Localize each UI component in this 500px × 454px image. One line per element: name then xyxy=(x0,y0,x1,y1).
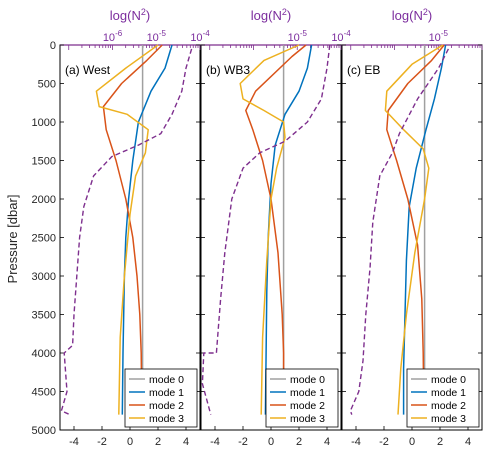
panel-label: (b) WB3 xyxy=(206,63,250,77)
y-tick-label: 2500 xyxy=(32,233,56,245)
top-tick-label: 10-6 xyxy=(103,29,123,44)
mode-1-line xyxy=(121,44,173,415)
top-tick-label: 10-5 xyxy=(147,29,167,44)
top-tick-base: 10 xyxy=(331,32,343,44)
panel-label: (c) EB xyxy=(347,63,380,77)
y-tick-label: 4000 xyxy=(32,348,56,360)
y-tick-label: 1000 xyxy=(32,117,56,129)
x-tick-label: -2 xyxy=(238,436,248,448)
y-tick-label: 3000 xyxy=(32,271,56,283)
top-tick-label: 10-4 xyxy=(331,29,351,44)
top-axis-title: log(N2) xyxy=(110,7,150,23)
y-axis-label: Pressure [dbar] xyxy=(5,195,20,284)
y-tick-label: 500 xyxy=(38,79,56,91)
x-tick-label: 2 xyxy=(155,436,161,448)
x-tick-label: -2 xyxy=(97,436,107,448)
legend-entry: mode 0 xyxy=(431,374,466,386)
legend-entry: mode 3 xyxy=(290,413,325,425)
x-tick-label: 2 xyxy=(296,436,302,448)
top-tick-base: 10 xyxy=(190,32,202,44)
top-axis-title-main: log(N xyxy=(110,8,141,23)
panel-1: 0 500 1000 1500 2000 2500 3000 3500 4000 4500 5000… xyxy=(32,7,211,448)
mode-1-line xyxy=(264,44,313,415)
legend-entry: mode 2 xyxy=(431,400,466,412)
legend-entry: mode 1 xyxy=(149,387,184,399)
legend-entry: mode 1 xyxy=(431,387,466,399)
top-tick-exponent: -5 xyxy=(441,29,449,38)
top-axis-title-sup: 2 xyxy=(423,7,428,17)
top-tick-exponent: -5 xyxy=(159,29,167,38)
mode-2-line xyxy=(102,44,163,415)
y-tick-label: 5000 xyxy=(32,425,56,437)
legend-entry: mode 3 xyxy=(149,413,184,425)
x-tick-label: -2 xyxy=(379,436,389,448)
legend-entry: mode 3 xyxy=(431,413,466,425)
x-tick-label: -4 xyxy=(351,436,361,448)
top-tick-base: 10 xyxy=(429,32,441,44)
mode-2-line xyxy=(386,44,445,415)
y-tick-label: 3500 xyxy=(32,310,56,322)
legend-entry: mode 0 xyxy=(149,374,184,386)
x-tick-label: 0 xyxy=(409,436,415,448)
top-axis-title-end: ) xyxy=(146,8,150,23)
x-tick-label: 2 xyxy=(437,436,443,448)
y-tick-label: 4500 xyxy=(32,387,56,399)
top-axis-title-sup: 2 xyxy=(141,7,146,17)
top-axis-title: log(N2) xyxy=(251,7,291,23)
legend-entry: mode 1 xyxy=(290,387,325,399)
top-tick-exponent: -5 xyxy=(300,29,308,38)
x-tick-label: 0 xyxy=(268,436,274,448)
legend-entry: mode 2 xyxy=(149,400,184,412)
top-axis-title-end: ) xyxy=(428,8,432,23)
top-axis-title-end: ) xyxy=(287,8,291,23)
top-tick-base: 10 xyxy=(103,32,115,44)
top-tick-label: 10-4 xyxy=(190,29,210,44)
panel-label: (a) West xyxy=(65,63,111,77)
legend-entry: mode 0 xyxy=(290,374,325,386)
top-tick-exponent: -4 xyxy=(203,29,211,38)
top-axis-title-main: log(N xyxy=(251,8,282,23)
y-tick-label: 1500 xyxy=(32,156,56,168)
mode-2-line xyxy=(245,44,307,415)
legend-entry: mode 2 xyxy=(290,400,325,412)
n2-profile-line xyxy=(60,48,193,416)
x-tick-label: -4 xyxy=(210,436,220,448)
top-tick-base: 10 xyxy=(147,32,159,44)
top-tick-base: 10 xyxy=(288,32,300,44)
x-tick-label: -4 xyxy=(69,436,79,448)
x-tick-label: 4 xyxy=(465,436,471,448)
y-tick-label: 0 xyxy=(50,40,56,52)
top-tick-exponent: -4 xyxy=(344,29,352,38)
top-tick-label: 10-5 xyxy=(429,29,449,44)
mode-3-line xyxy=(384,44,444,415)
top-tick-label: 10-5 xyxy=(288,29,308,44)
y-tick-label: 2000 xyxy=(32,194,56,206)
top-axis-title: log(N2) xyxy=(392,7,432,23)
top-axis-title-sup: 2 xyxy=(282,7,287,17)
mode-3-line xyxy=(239,44,300,415)
top-tick-exponent: -6 xyxy=(115,29,123,38)
panels: 0500100015002000250030003500400045005000… xyxy=(32,7,483,448)
n2-profile-line xyxy=(201,44,331,415)
x-tick-label: 4 xyxy=(183,436,189,448)
x-tick-label: 0 xyxy=(127,436,133,448)
mode-3-line xyxy=(95,44,159,415)
x-tick-label: 4 xyxy=(324,436,330,448)
n2-profile-line xyxy=(349,48,450,415)
top-axis-title-main: log(N xyxy=(392,8,423,23)
